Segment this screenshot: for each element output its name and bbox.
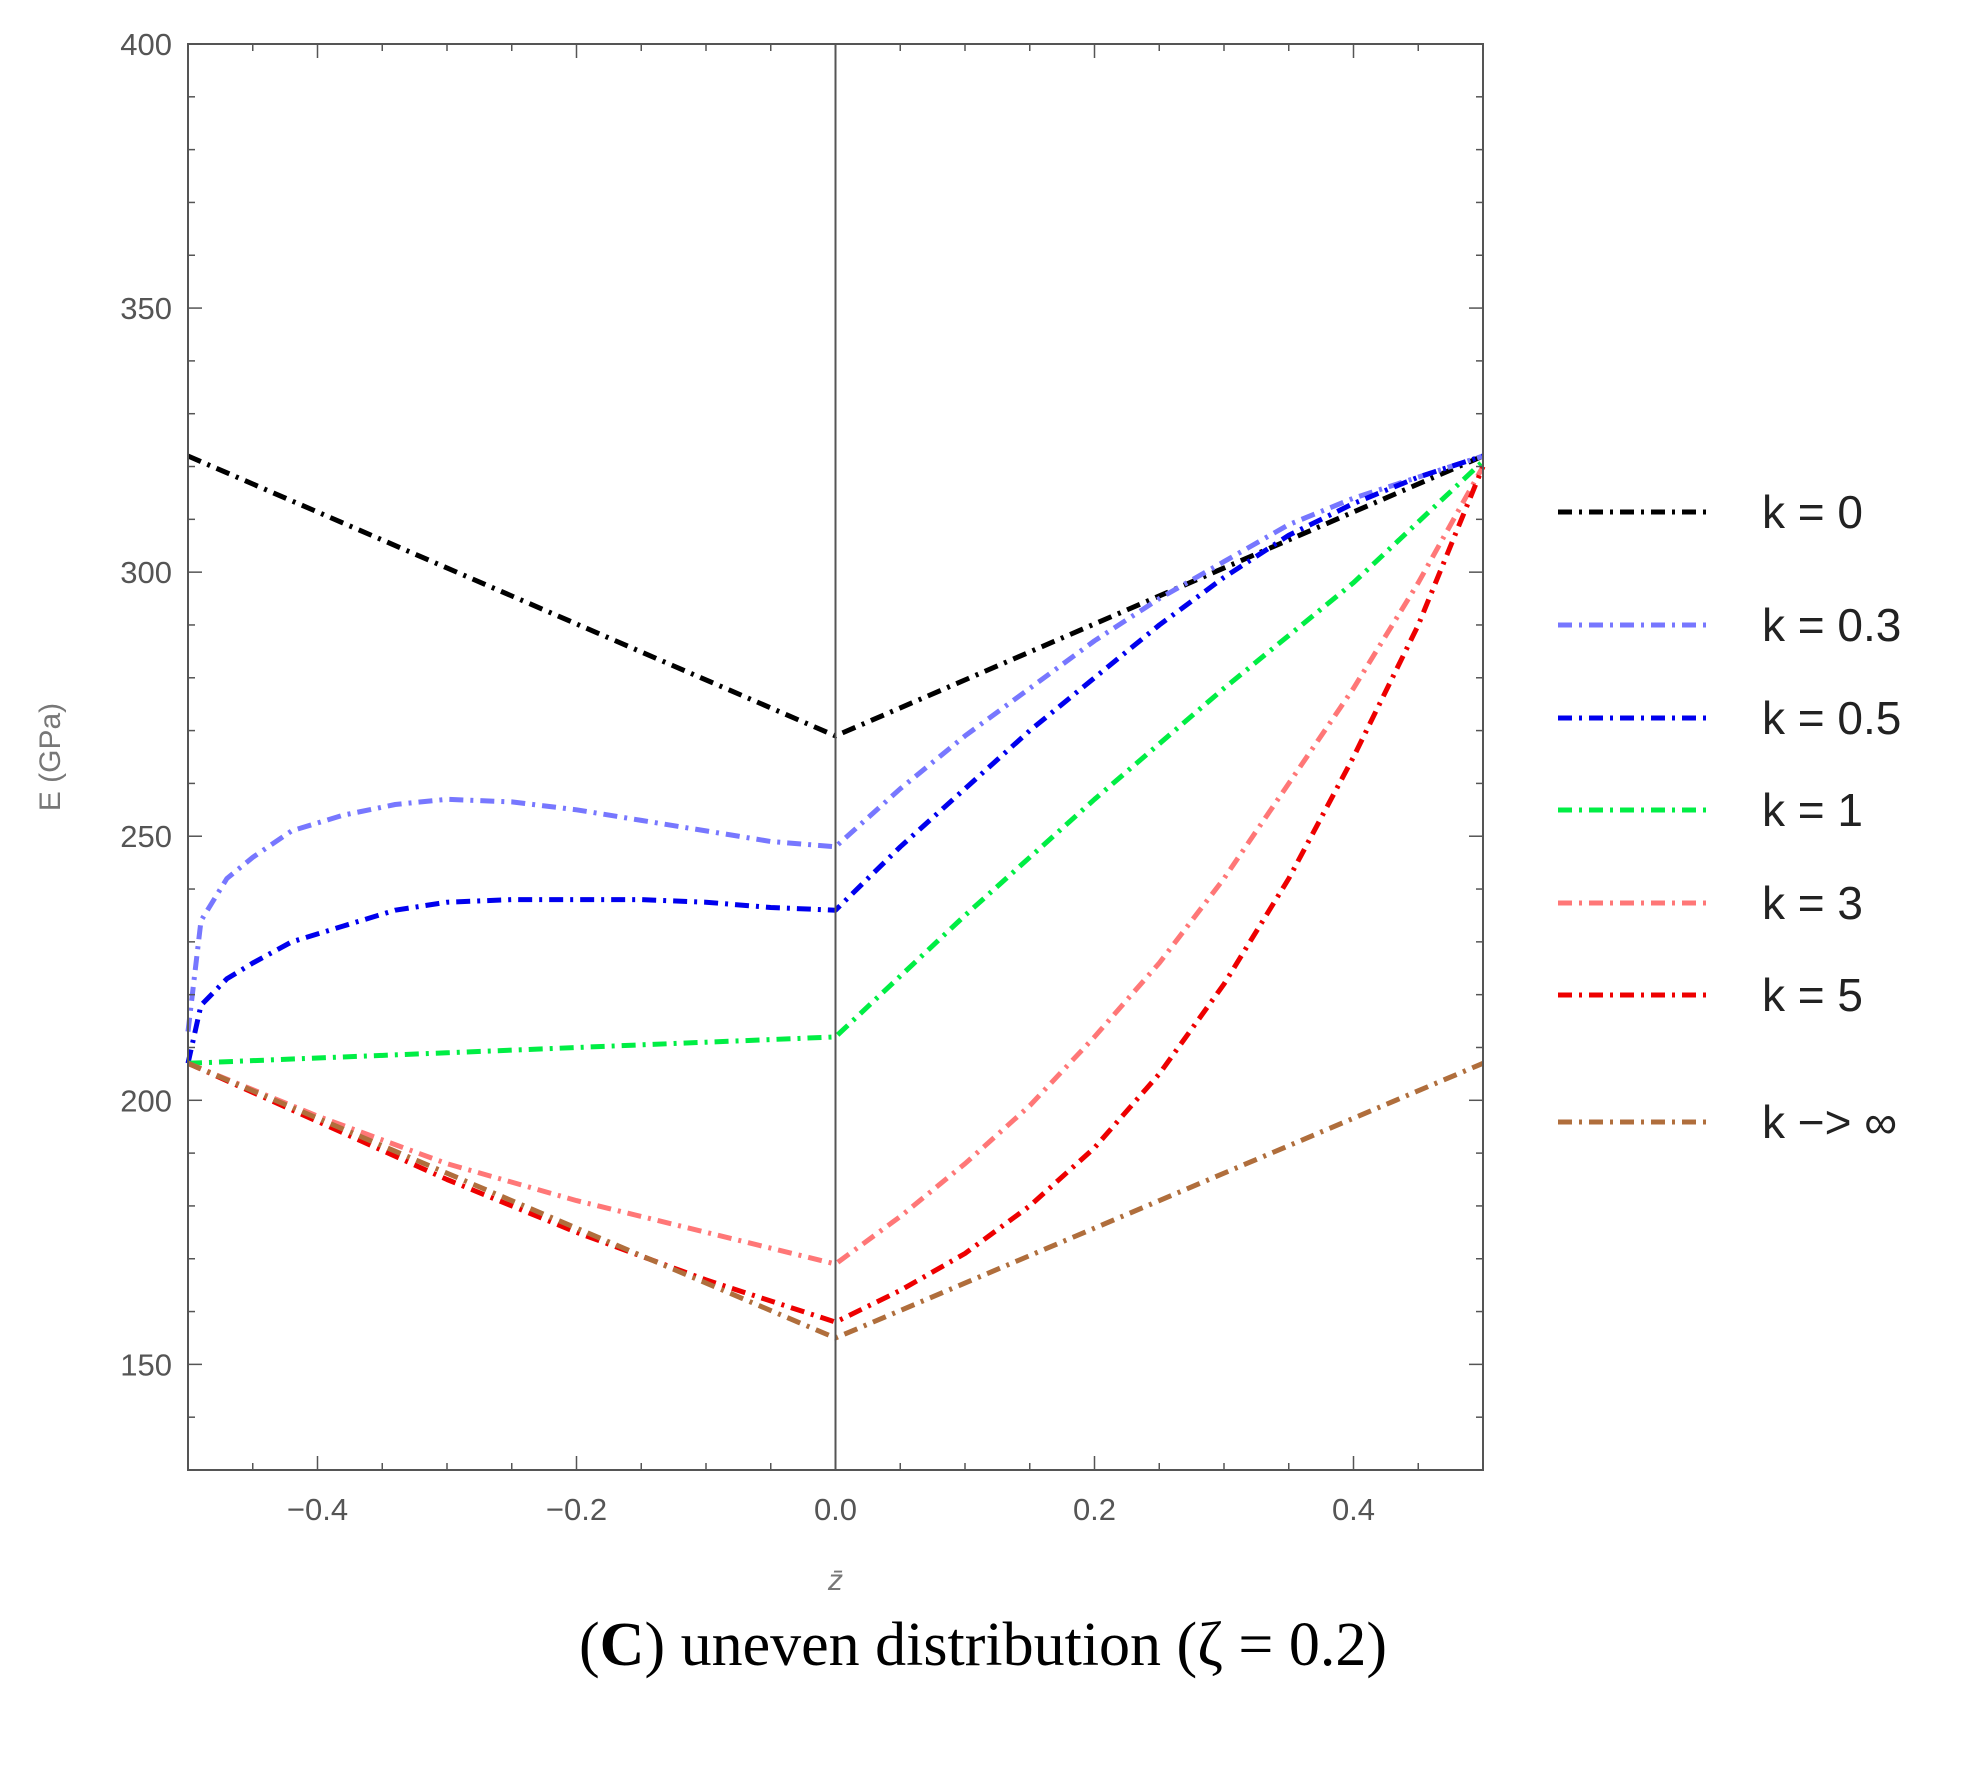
figure-caption: (C) uneven distribution (ζ = 0.2) (579, 1611, 1387, 1679)
legend-label: k = 0 (1762, 486, 1863, 538)
series-line (186, 465, 1486, 1325)
legend-label: k −> ∞ (1762, 1096, 1897, 1148)
x-axis-title: z̄ (827, 1564, 843, 1597)
y-tick-label: 200 (120, 1083, 172, 1118)
series-line (187, 465, 1486, 1267)
legend-label: k = 0.5 (1762, 692, 1901, 744)
caption-label: C (599, 1611, 645, 1679)
legend-label: k = 0.3 (1762, 599, 1901, 651)
caption-text: uneven distribution (ζ = 0.2) (680, 1611, 1387, 1679)
x-tick-label: 0.2 (1073, 1492, 1116, 1527)
legend-label: k = 1 (1762, 784, 1863, 836)
y-tick-label: 250 (120, 819, 172, 854)
x-tick-label: −0.2 (546, 1492, 607, 1527)
y-axis-title: E (GPa) (34, 703, 67, 811)
y-tick-label: 300 (120, 555, 172, 590)
x-tick-label: 0.0 (814, 1492, 857, 1527)
series-line (185, 453, 1484, 1064)
y-tick-label: 150 (120, 1347, 172, 1382)
legend-label: k = 5 (1762, 969, 1863, 1021)
y-tick-label: 400 (120, 27, 172, 62)
series-line (185, 453, 1484, 1032)
x-tick-label: −0.4 (287, 1492, 348, 1527)
legend-label: k = 3 (1762, 877, 1863, 929)
x-tick-label: 0.4 (1332, 1492, 1375, 1527)
y-tick-label: 350 (120, 291, 172, 326)
